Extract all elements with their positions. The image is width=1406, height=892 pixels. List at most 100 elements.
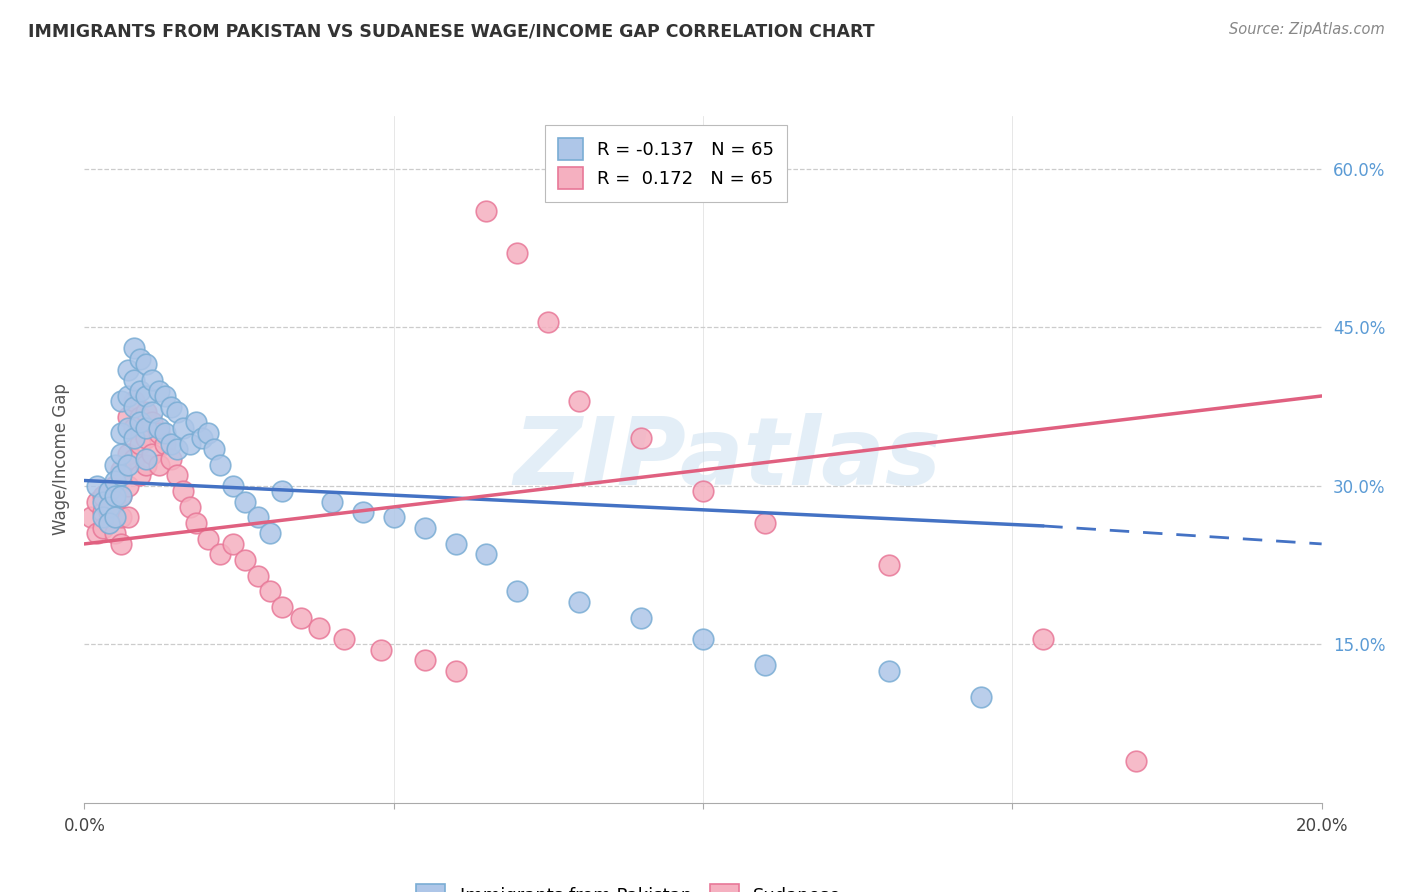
Point (122, 342, 145, 356)
Point (537, 315, 560, 329)
Point (321, 494, 343, 508)
Point (197, 425, 219, 440)
Point (222, 537, 245, 551)
Point (160, 400, 183, 414)
Point (506, 584, 529, 599)
Point (135, 405, 157, 419)
Point (568, 394, 591, 409)
Point (506, 246, 529, 260)
Point (148, 384, 170, 398)
Point (135, 458, 157, 472)
Point (91, 505, 114, 519)
Point (104, 458, 127, 472)
Point (179, 436, 201, 450)
Point (259, 526, 281, 541)
Text: IMMIGRANTS FROM PAKISTAN VS SUDANESE WAGE/INCOME GAP CORRELATION CHART: IMMIGRANTS FROM PAKISTAN VS SUDANESE WAG… (28, 22, 875, 40)
Point (166, 468, 188, 483)
Point (141, 447, 163, 461)
Point (160, 452, 183, 467)
Point (172, 420, 194, 434)
Point (184, 516, 207, 530)
Point (104, 479, 127, 493)
Point (129, 416, 152, 430)
Point (877, 558, 900, 572)
Point (98, 516, 121, 530)
Point (135, 431, 157, 445)
Point (308, 622, 330, 636)
Point (98, 500, 121, 514)
Point (129, 436, 152, 450)
Text: ZIPatlas: ZIPatlas (513, 413, 942, 506)
Point (692, 632, 714, 646)
Point (98, 484, 121, 499)
Point (110, 537, 132, 551)
Point (91, 521, 114, 535)
Point (129, 384, 152, 398)
Point (1032, 632, 1054, 646)
Point (135, 420, 157, 434)
Point (110, 394, 132, 409)
Y-axis label: Wage/Income Gap: Wage/Income Gap (52, 384, 70, 535)
Point (110, 468, 132, 483)
Point (172, 484, 194, 499)
Point (122, 394, 145, 409)
Point (1125, 754, 1147, 768)
Point (233, 553, 256, 567)
Point (179, 500, 201, 514)
Point (122, 373, 145, 387)
Point (290, 611, 312, 625)
Point (117, 362, 139, 376)
Point (86, 479, 108, 493)
Point (110, 425, 132, 440)
Point (877, 664, 900, 678)
Point (370, 642, 392, 657)
Point (98, 516, 121, 530)
Point (104, 494, 127, 508)
Point (141, 373, 163, 387)
Point (91, 494, 114, 508)
Point (141, 416, 163, 430)
Point (79, 510, 101, 524)
Point (568, 595, 591, 609)
Point (91, 489, 114, 503)
Point (129, 468, 152, 483)
Point (117, 447, 139, 461)
Point (117, 389, 139, 403)
Point (117, 420, 139, 434)
Point (444, 537, 467, 551)
Point (129, 410, 152, 425)
Point (197, 532, 219, 546)
Point (692, 484, 714, 499)
Point (153, 436, 176, 450)
Point (630, 431, 652, 445)
Point (91, 510, 114, 524)
Point (222, 479, 245, 493)
Point (630, 611, 652, 625)
Point (86, 526, 108, 541)
Point (413, 521, 436, 535)
Point (148, 420, 170, 434)
Point (104, 489, 127, 503)
Point (86, 494, 108, 508)
Point (110, 463, 132, 477)
Point (271, 600, 294, 615)
Point (148, 458, 170, 472)
Point (153, 389, 176, 403)
Point (135, 389, 157, 403)
Point (184, 416, 207, 430)
Point (246, 510, 269, 524)
Point (382, 510, 405, 524)
Point (122, 452, 145, 467)
Point (754, 658, 776, 673)
Point (166, 405, 188, 419)
Point (117, 510, 139, 524)
Point (141, 405, 163, 419)
Point (129, 351, 152, 366)
Legend: Immigrants from Pakistan, Sudanese: Immigrants from Pakistan, Sudanese (405, 873, 852, 892)
Point (104, 526, 127, 541)
Point (209, 458, 232, 472)
Point (104, 510, 127, 524)
Point (117, 458, 139, 472)
Point (160, 436, 183, 450)
Point (104, 510, 127, 524)
